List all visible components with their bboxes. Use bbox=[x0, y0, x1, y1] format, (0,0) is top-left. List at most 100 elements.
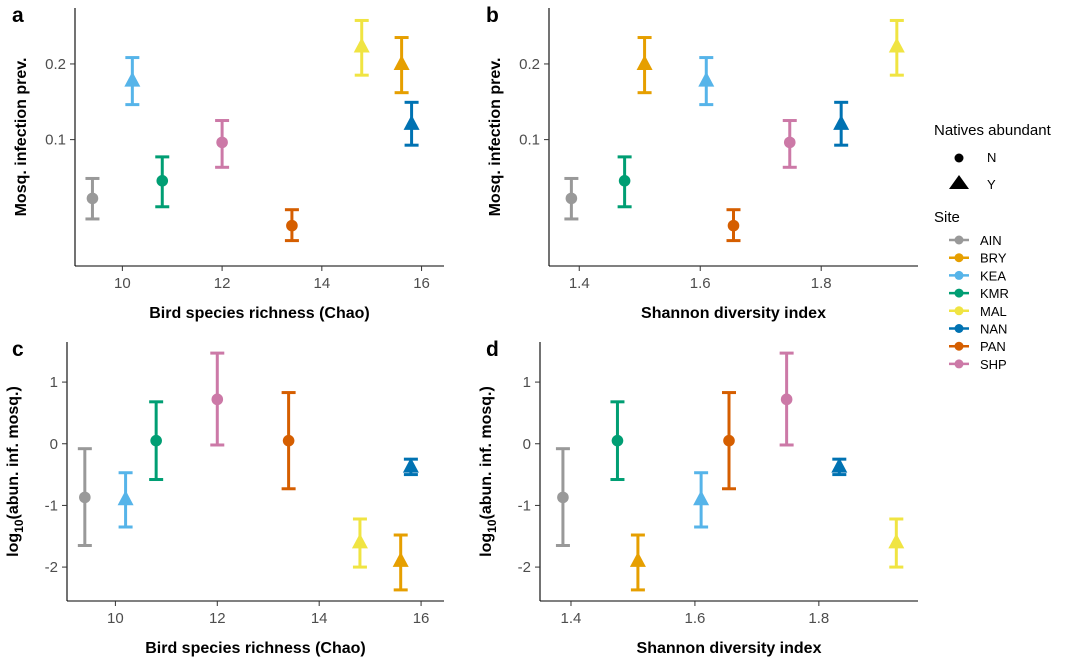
data-point-shp bbox=[215, 119, 230, 169]
data-point-bry bbox=[392, 533, 409, 592]
legend-key-dot bbox=[954, 253, 964, 263]
legend-site-label: SHP bbox=[980, 357, 1007, 372]
legend-triangle-icon bbox=[949, 175, 969, 189]
circle-marker bbox=[211, 393, 224, 406]
legend-item-mal: MAL bbox=[949, 304, 1007, 319]
circle-marker bbox=[783, 136, 796, 149]
panel-label: b bbox=[486, 4, 499, 27]
legend-item-shp: SHP bbox=[949, 357, 1007, 372]
x-tick-label: 1.6 bbox=[690, 275, 711, 292]
data-point-kmr bbox=[149, 400, 164, 482]
data-point-kea bbox=[117, 471, 134, 529]
x-tick-label: 1.4 bbox=[569, 275, 590, 292]
x-axis-label: Bird species richness (Chao) bbox=[149, 305, 370, 322]
data-point-kmr bbox=[155, 155, 170, 209]
data-point-shp bbox=[782, 119, 797, 169]
triangle-marker bbox=[402, 457, 419, 473]
legend-circle-icon bbox=[954, 153, 964, 163]
x-tick-label: 1.8 bbox=[811, 275, 832, 292]
data-point-ain bbox=[85, 176, 100, 221]
circle-marker bbox=[557, 491, 569, 504]
x-axis-label: Bird species richness (Chao) bbox=[145, 640, 366, 657]
y-axis-label: Mosq. infection prev. bbox=[13, 58, 30, 217]
circle-marker bbox=[727, 219, 740, 232]
legend-shape-label: N bbox=[987, 150, 996, 165]
y-tick-label: 0 bbox=[50, 436, 58, 453]
legend-color-title: Site bbox=[934, 209, 960, 226]
x-tick-label: 12 bbox=[209, 610, 226, 627]
panel-label: d bbox=[486, 338, 499, 361]
data-point-pan bbox=[281, 391, 296, 491]
x-axis-label: Shannon diversity index bbox=[641, 305, 826, 322]
circle-marker bbox=[86, 192, 99, 205]
triangle-marker bbox=[124, 71, 141, 87]
legend-site-label: NAN bbox=[980, 322, 1007, 337]
data-point-ain bbox=[77, 447, 92, 547]
legend-item-pan: PAN bbox=[949, 339, 1006, 354]
panel-b: 1.4 1.6 1.8 0.1 0.2 Shannon diversity index Mo… bbox=[486, 4, 918, 322]
x-tick-label: 16 bbox=[413, 275, 430, 292]
legend-key-dot bbox=[954, 270, 964, 280]
legend-key-dot bbox=[954, 288, 964, 298]
legend-item-ain: AIN bbox=[949, 233, 1002, 248]
y-axis-label: log10(abun. inf. mosq.) bbox=[478, 386, 499, 557]
data-point-nan bbox=[403, 100, 420, 147]
triangle-marker bbox=[831, 457, 848, 473]
circle-marker bbox=[565, 192, 578, 205]
legend-site-label: KMR bbox=[980, 286, 1009, 301]
triangle-marker bbox=[693, 490, 710, 506]
y-tick-label: 0 bbox=[523, 436, 531, 453]
triangle-marker bbox=[629, 551, 646, 567]
legend-key-dot bbox=[954, 341, 964, 351]
y-tick-label: -2 bbox=[518, 559, 531, 576]
y-axis-label: Mosq. infection prev. bbox=[487, 58, 504, 217]
panel-d: 1.4 1.6 1.8 -2 -1 0 1 Shannon diversity index lo… bbox=[478, 338, 918, 657]
data-point-bry bbox=[636, 36, 653, 95]
legend-site-list: AIN BRY KEA KMR MAL NAN PAN SHP bbox=[949, 233, 1009, 372]
panel-c: 10 12 14 16 -2 -1 0 1 Bird species richness (Cha… bbox=[5, 338, 444, 657]
legend-key-dot bbox=[954, 359, 964, 369]
circle-marker bbox=[286, 219, 298, 232]
triangle-marker bbox=[353, 37, 370, 53]
y-tick-label: 0.1 bbox=[519, 132, 540, 149]
y-tick-label: 0.1 bbox=[45, 132, 66, 149]
data-point-nan bbox=[831, 457, 848, 477]
legend-item-nan: NAN bbox=[949, 322, 1007, 337]
triangle-marker bbox=[392, 551, 409, 567]
data-point-pan bbox=[726, 208, 741, 243]
data-point-kmr bbox=[617, 155, 632, 209]
triangle-marker bbox=[698, 71, 715, 87]
y-tick-label: -1 bbox=[45, 497, 58, 514]
legend-site-label: BRY bbox=[980, 251, 1007, 266]
data-point-mal bbox=[888, 18, 905, 77]
data-point-mal bbox=[351, 517, 368, 569]
data-point-ain bbox=[555, 447, 570, 547]
x-tick-label: 10 bbox=[107, 610, 124, 627]
circle-marker bbox=[216, 136, 228, 149]
data-point-shp bbox=[779, 351, 794, 447]
legend-site-label: PAN bbox=[980, 339, 1006, 354]
x-tick-label: 1.4 bbox=[561, 610, 582, 627]
legend-shape-n: N bbox=[954, 150, 996, 165]
panel-label: c bbox=[12, 338, 24, 361]
triangle-marker bbox=[403, 114, 420, 130]
x-tick-label: 14 bbox=[311, 610, 328, 627]
legend-item-bry: BRY bbox=[949, 251, 1007, 266]
circle-marker bbox=[79, 491, 91, 504]
y-tick-label: 1 bbox=[523, 374, 531, 391]
data-point-mal bbox=[353, 18, 370, 77]
triangle-marker bbox=[888, 37, 905, 53]
legend-site-label: KEA bbox=[980, 268, 1006, 283]
legend-item-kmr: KMR bbox=[949, 286, 1009, 301]
triangle-marker bbox=[117, 490, 134, 506]
legend: Natives abundant N Y Site AIN BRY KEA KMR MA… bbox=[934, 122, 1052, 372]
legend-key-dot bbox=[954, 235, 964, 245]
data-point-pan bbox=[722, 391, 736, 491]
panel-a: 10 12 14 16 0.1 0.2 Bird species richness (Cha… bbox=[12, 4, 444, 322]
legend-site-label: AIN bbox=[980, 233, 1002, 248]
panel-label: a bbox=[12, 4, 24, 27]
y-tick-label: 1 bbox=[50, 374, 58, 391]
legend-shape-title: Natives abundant bbox=[934, 122, 1052, 139]
